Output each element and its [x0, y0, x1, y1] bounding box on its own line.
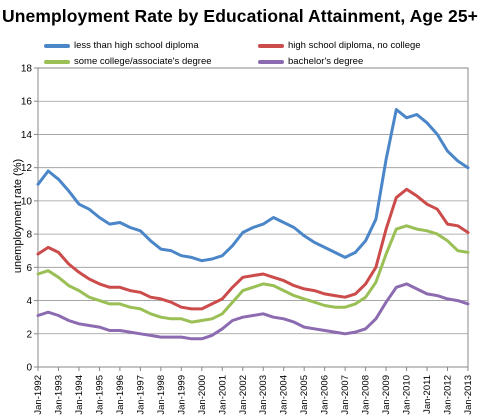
legend-item-some-college: some college/associate's degree [44, 56, 212, 67]
x-tick-label: Jan-1995 [94, 375, 105, 415]
y-tick-label: 0 [26, 363, 32, 374]
x-tick-label: Jan-2010 [402, 375, 413, 415]
legend-item-less-than-hs: less than high school diploma [44, 40, 199, 51]
series-line-1 [36, 187, 470, 311]
plot-frame [37, 67, 469, 368]
x-tick-label: Jan-2000 [197, 375, 208, 415]
x-tick-label: Jan-2006 [320, 375, 331, 415]
legend-swatch-some-college [44, 59, 70, 64]
x-tick-label: Jan-2008 [361, 375, 372, 415]
x-tick-label: Jan-2001 [217, 375, 228, 415]
x-tick-label: Jan-1993 [53, 375, 64, 415]
x-tick-label: Jan-1998 [156, 375, 167, 415]
legend-item-bachelors: bachelor's degree [258, 56, 363, 67]
legend-label-bachelors: bachelor's degree [288, 56, 364, 67]
series-line-2 [36, 224, 470, 324]
x-tick-label: Jan-2013 [463, 375, 474, 415]
x-tick-label: Jan-1997 [135, 375, 146, 415]
x-tick-label: Jan-2012 [443, 375, 454, 415]
legend-swatch-bachelors [258, 59, 284, 64]
x-tick-label: Jan-2005 [299, 375, 310, 415]
y-tick-label: 14 [21, 130, 33, 141]
x-tick-label: Jan-1992 [33, 375, 44, 415]
y-tick-label: 6 [26, 263, 32, 274]
x-tick-label: Jan-2003 [258, 375, 269, 415]
y-tick-label: 16 [21, 97, 33, 108]
legend-swatch-hs-diploma [258, 43, 284, 48]
y-tick-label: 4 [26, 296, 32, 307]
legend-swatch-less-than-hs [44, 43, 70, 48]
x-tick-label: Jan-2011 [422, 375, 433, 414]
y-tick-label: 8 [26, 230, 32, 241]
x-tick-label: Jan-1999 [176, 375, 187, 415]
legend-item-hs-diploma: high school diploma, no college [258, 40, 421, 51]
legend-label-less-than-hs: less than high school diploma [74, 40, 199, 51]
series-line-0 [36, 108, 470, 263]
x-tick-label: Jan-1996 [115, 375, 126, 415]
y-tick-label: 18 [21, 64, 33, 75]
x-tick-label: Jan-2002 [238, 375, 249, 415]
x-tick-label: Jan-1994 [74, 375, 85, 415]
y-tick-label: 10 [21, 196, 33, 207]
x-tick-label: Jan-2004 [279, 375, 290, 415]
y-tick-label: 2 [26, 329, 32, 340]
x-tick-label: Jan-2007 [340, 375, 351, 415]
x-tick-label: Jan-2009 [381, 375, 392, 415]
series-line-3 [36, 282, 470, 341]
legend-label-some-college: some college/associate's degree [74, 56, 212, 67]
chart-title: Unemployment Rate by Educational Attainm… [1, 6, 478, 26]
y-tick-label: 12 [21, 163, 33, 174]
legend-label-hs-diploma: high school diploma, no college [288, 40, 421, 51]
